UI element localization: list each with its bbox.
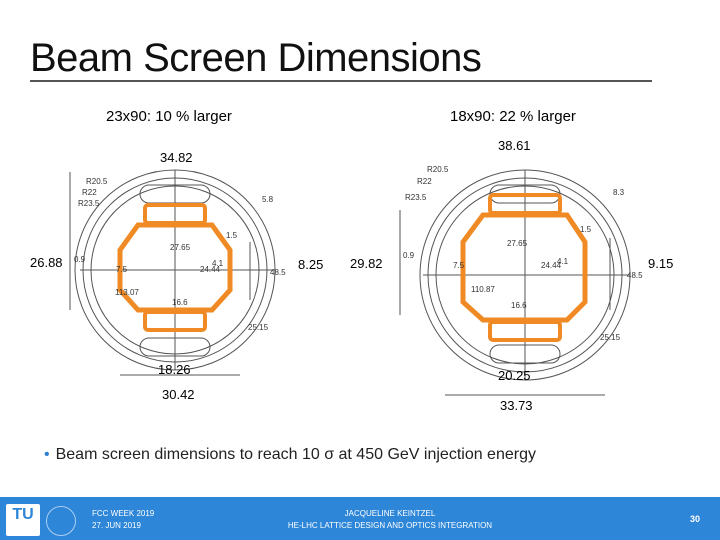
label-w8: 48.5 — [627, 271, 643, 280]
label-w9: 25.15 — [600, 333, 621, 342]
footer-event: FCC WEEK 2019 — [92, 509, 155, 518]
label-w11: 1.5 — [226, 231, 238, 240]
label-w4: 16.6 — [172, 298, 188, 307]
footer-event-info: FCC WEEK 2019 27. JUN 2019 — [92, 508, 154, 532]
label-w8: 48.5 — [270, 268, 286, 277]
left-beam-screen-diagram: R20.5 R22 R23.5 27.65 24.44 4.1 16.6 0.9… — [69, 169, 286, 376]
label-w10: 113.07 — [115, 288, 139, 297]
label-w2: 24.44 — [541, 261, 562, 270]
page-number: 30 — [690, 514, 701, 524]
right-right-height: 9.15 — [648, 256, 674, 271]
label-w1: 27.65 — [170, 243, 191, 252]
right-beam-screen-diagram: R20.5 R22 R23.5 27.65 24.44 4.1 16.6 0.9… — [399, 165, 643, 396]
bottom-pumping-slot — [488, 320, 562, 342]
label-r1: R20.5 — [86, 177, 108, 186]
bullet-text: Beam screen dimensions to reach 10 σ at … — [55, 446, 536, 463]
footer-date: 27. JUN 2019 — [92, 521, 141, 530]
label-w9: 25.15 — [248, 323, 269, 332]
left-bottom-inner: 18.26 — [158, 362, 191, 377]
beam-screen-outline — [460, 212, 588, 323]
label-w10: 110.87 — [471, 285, 495, 294]
label-w3: 4.1 — [212, 259, 224, 268]
label-w3: 4.1 — [557, 257, 569, 266]
label-w7: 5.8 — [262, 195, 274, 204]
footer-talk: HE-LHC LATTICE DESIGN AND OPTICS INTEGRA… — [287, 521, 493, 530]
right-bottom-inner: 20.25 — [498, 368, 531, 383]
label-r3: R23.5 — [78, 199, 100, 208]
footer-author: JACQUELINE KEINTZEL — [344, 509, 436, 518]
label-w1: 27.65 — [507, 239, 528, 248]
beam-screen-outline — [117, 222, 233, 313]
footer-bar — [0, 497, 720, 540]
label-w2: 24.44 — [200, 265, 221, 274]
label-w6: 7.5 — [116, 265, 128, 274]
right-subtitle: 18x90: 22 % larger — [450, 108, 576, 125]
top-pumping-slot — [488, 193, 562, 215]
label-w6: 7.5 — [453, 261, 465, 270]
label-w4: 16.6 — [511, 301, 527, 310]
left-top-width: 34.82 — [160, 150, 193, 165]
tu-wien-logo-icon — [6, 504, 40, 536]
right-left-height: 29.82 — [350, 256, 383, 271]
tu-logo-text: TU — [12, 506, 34, 523]
label-w7: 8.3 — [613, 188, 625, 197]
left-bottom-outer: 30.42 — [162, 387, 195, 402]
label-w5: 0.9 — [403, 251, 415, 260]
bottom-pumping-slot — [143, 310, 207, 332]
bullet-point: • Beam screen dimensions to reach 10 σ at… — [44, 446, 536, 464]
footer-talk-info: JACQUELINE KEINTZEL HE-LHC LATTICE DESIG… — [280, 508, 500, 532]
page-title: Beam Screen Dimensions — [30, 36, 482, 80]
label-r3: R23.5 — [405, 193, 427, 202]
right-top-width: 38.61 — [498, 138, 531, 153]
left-subtitle: 23x90: 10 % larger — [106, 108, 232, 125]
label-r1: R20.5 — [427, 165, 449, 174]
institute-seal-icon — [46, 506, 76, 536]
left-right-height: 8.25 — [298, 257, 324, 272]
label-w5: 0.9 — [74, 255, 86, 264]
label-r2: R22 — [82, 188, 97, 197]
top-pumping-slot — [143, 203, 207, 225]
label-w11: 1.5 — [580, 225, 592, 234]
right-bottom-outer: 33.73 — [500, 398, 533, 413]
left-left-height: 26.88 — [30, 255, 63, 270]
label-r2: R22 — [417, 177, 432, 186]
title-rule — [30, 80, 652, 82]
bullet-icon: • — [44, 446, 50, 463]
